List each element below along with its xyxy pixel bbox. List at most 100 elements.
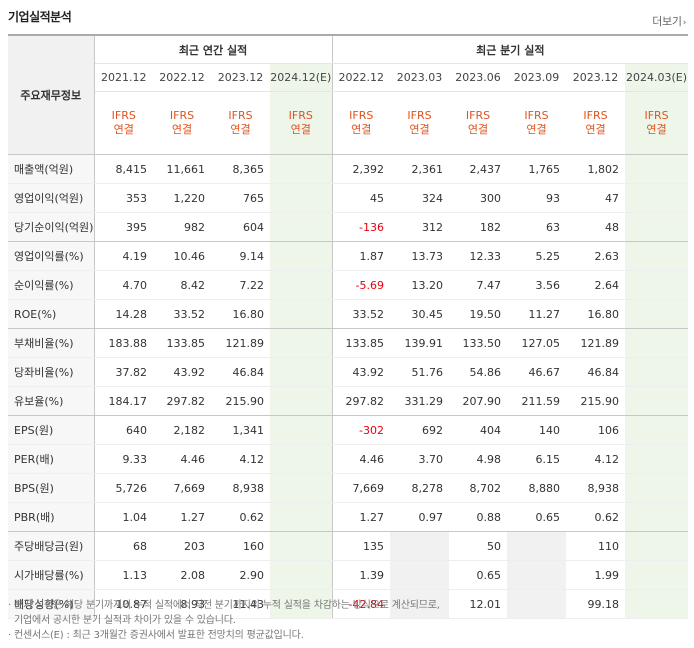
quarter-cell <box>625 502 689 532</box>
quarter-cell: 1.39 <box>331 560 391 590</box>
quarter-cell: 46.67 <box>507 357 567 387</box>
annual-group-header: 최근 연간 실적 <box>94 35 333 64</box>
annual-cell: 0.62 <box>211 502 270 532</box>
quarter-cell <box>625 183 689 213</box>
table-row: 시가배당률(%) 1.13 2.08 2.90 1.39 0.65 1.99 <box>8 560 689 590</box>
quarter-cell: 63 <box>507 212 567 242</box>
basis-ifrs: IFRS <box>111 109 136 122</box>
annual-cell: 14.28 <box>94 299 153 329</box>
quarter-cell: 8,702 <box>449 473 508 503</box>
basis-consolidated: 연결 <box>290 123 311 136</box>
quarter-cell: 33.52 <box>331 299 391 329</box>
annual-cell <box>270 444 333 474</box>
annual-cell <box>270 270 333 300</box>
basis-ifrs: IFRS <box>524 109 549 122</box>
quarter-cell <box>625 560 689 590</box>
table-row: 당좌비율(%) 37.82 43.92 46.84 43.92 51.76 54.86 46.… <box>8 357 689 387</box>
annual-cell: 4.70 <box>94 270 153 300</box>
quarter-cell: 3.56 <box>507 270 567 300</box>
row-label: 시가배당률(%) <box>8 560 95 590</box>
section-title: 기업실적분석 <box>8 10 72 24</box>
quarter-cell: 46.84 <box>566 357 626 387</box>
row-label: PER(배) <box>8 444 95 474</box>
basis-header: IFRS 연결 <box>625 91 689 155</box>
quarter-cell: 12.33 <box>449 241 508 271</box>
basis-header: IFRS 연결 <box>566 91 626 155</box>
quarter-cell: 7.47 <box>449 270 508 300</box>
row-label: ROE(%) <box>8 299 95 329</box>
annual-cell: 184.17 <box>94 386 153 416</box>
annual-cell: 395 <box>94 212 153 242</box>
table-row: PER(배) 9.33 4.46 4.12 4.46 3.70 4.98 6.15 4.12 <box>8 444 689 474</box>
quarter-cell: 48 <box>566 212 626 242</box>
annual-cell: 215.90 <box>211 386 270 416</box>
annual-cell <box>270 560 333 590</box>
annual-cell: 11.43 <box>211 589 270 619</box>
footnote: 기업에서 공시한 분기 실적과 차이가 있을 수 있습니다. <box>8 615 236 626</box>
quarter-cell: 1.99 <box>566 560 626 590</box>
quarter-cell: 50 <box>449 531 508 561</box>
basis-header: IFRS 연결 <box>153 91 211 155</box>
quarter-cell <box>625 531 689 561</box>
annual-cell: 8,415 <box>94 154 153 184</box>
basis-consolidated: 연결 <box>467 123 489 136</box>
basis-ifrs: IFRS <box>644 109 669 122</box>
quarter-cell: -302 <box>331 415 391 445</box>
quarter-cell <box>625 299 689 329</box>
table-row: 매출액(억원) 8,415 11,661 8,365 2,392 2,361 2,437 1,… <box>8 154 689 184</box>
basis-ifrs: IFRS <box>465 109 491 122</box>
annual-cell: 8.93 <box>153 589 211 619</box>
table-row: 주당배당금(원) 68 203 160 135 50 110 <box>8 531 689 561</box>
quarter-cell: 16.80 <box>566 299 626 329</box>
chevron-right-icon: › <box>682 18 687 28</box>
annual-cell <box>270 589 333 619</box>
annual-cell: 43.92 <box>153 357 211 387</box>
quarter-cell: 0.65 <box>507 502 567 532</box>
annual-cell: 16.80 <box>211 299 270 329</box>
quarter-cell: 211.59 <box>507 386 567 416</box>
quarter-cell <box>625 241 689 271</box>
basis-header: IFRS 연결 <box>507 91 567 155</box>
quarter-cell: -136 <box>331 212 391 242</box>
quarter-cell: 1,765 <box>507 154 567 184</box>
quarter-cell: 139.91 <box>390 328 450 358</box>
more-label: 더보기 <box>652 15 682 28</box>
row-label: 당좌비율(%) <box>8 357 95 387</box>
quarter-cell: 0.65 <box>449 560 508 590</box>
quarter-cell <box>507 560 567 590</box>
basis-ifrs: IFRS <box>288 109 313 122</box>
quarter-cell: 0.97 <box>390 502 450 532</box>
annual-cell: 7.22 <box>211 270 270 300</box>
footnote: · 분기 실적은 해당 분기까지의 누적 실적에서 직전 분기까지의 누적 실적… <box>8 600 440 611</box>
quarter-cell <box>507 531 567 561</box>
annual-cell <box>270 328 333 358</box>
quarter-cell <box>390 531 450 561</box>
quarter-cell <box>625 444 689 474</box>
annual-cell: 1.13 <box>94 560 153 590</box>
period-header: 2023.12 <box>211 63 270 92</box>
quarter-cell: 1,802 <box>566 154 626 184</box>
table-row: 당기순이익(억원) 395 982 604 -136 312 182 63 48 <box>8 212 689 242</box>
quarter-cell: 8,880 <box>507 473 567 503</box>
quarter-cell: 45 <box>331 183 391 213</box>
basis-ifrs: IFRS <box>583 109 608 122</box>
row-label: 당기순이익(억원) <box>8 212 95 242</box>
row-label: 유보율(%) <box>8 386 95 416</box>
annual-cell: 183.88 <box>94 328 153 358</box>
table-row: 유보율(%) 184.17 297.82 215.90 297.82 331.29 207.… <box>8 386 689 416</box>
quarter-cell <box>625 589 689 619</box>
basis-ifrs: IFRS <box>169 109 195 122</box>
quarter-cell: -42.84 <box>331 589 391 619</box>
basis-header: IFRS 연결 <box>94 91 153 155</box>
basis-consolidated: 연결 <box>646 123 667 136</box>
quarter-cell: 2,437 <box>449 154 508 184</box>
quarter-cell: 207.90 <box>449 386 508 416</box>
more-link[interactable]: 더보기› <box>652 13 686 29</box>
basis-consolidated: 연결 <box>585 123 606 136</box>
annual-cell: 4.12 <box>211 444 270 474</box>
quarter-cell: 19.50 <box>449 299 508 329</box>
row-label: 매출액(억원) <box>8 154 95 184</box>
annual-cell <box>270 531 333 561</box>
quarter-cell: 13.73 <box>390 241 450 271</box>
quarter-cell: 312 <box>390 212 450 242</box>
